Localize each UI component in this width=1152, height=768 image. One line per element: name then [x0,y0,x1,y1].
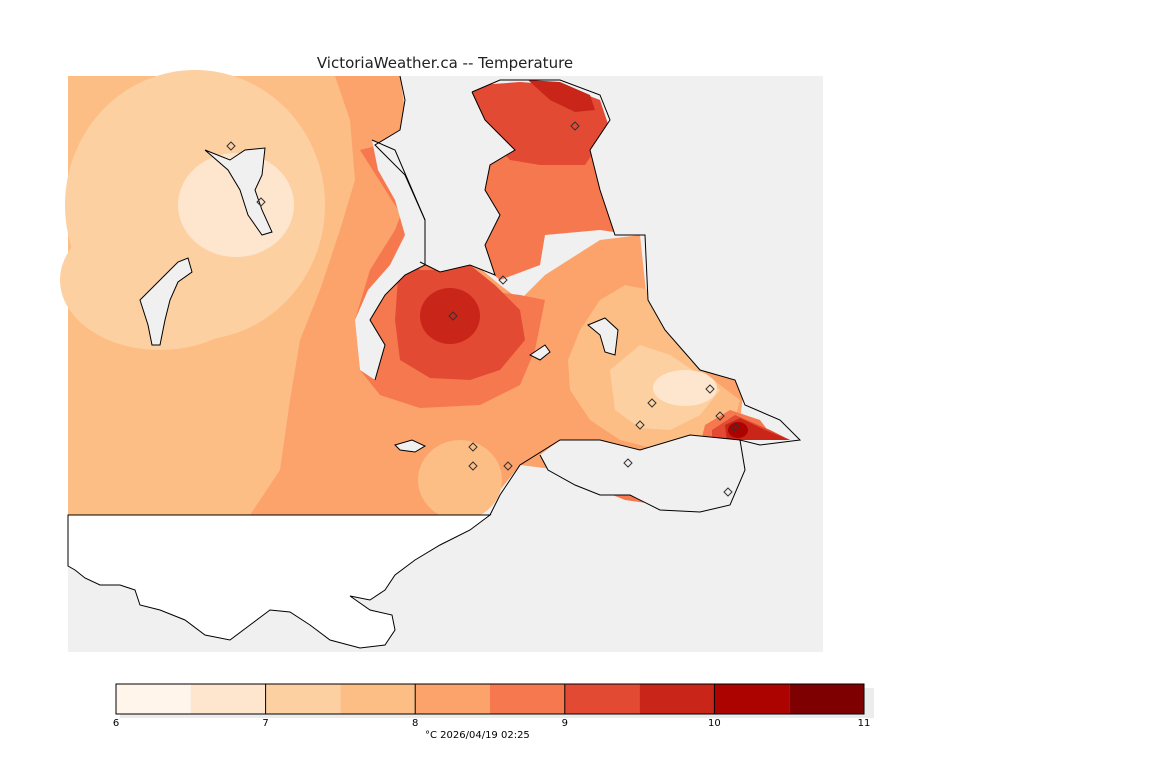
contour-band-75-8-south [418,440,502,520]
contour-band-95-10-central [420,288,480,344]
station-marker [705,384,715,394]
legend-bin [714,684,790,714]
station-marker [635,420,645,430]
coast-north-arm [471,79,802,513]
station-marker [448,311,458,321]
legend-bin [490,684,565,714]
legend-tick-label: 10 [708,718,721,729]
lake-west-2 [139,257,193,346]
contour-band-65-7-east [653,370,717,406]
station-marker [256,197,266,207]
contour-band-10-105-east [728,422,748,438]
legend-bin [564,684,640,714]
station-marker [723,487,733,497]
color-legend: 6 7 8 9 10 11 °C 2026/04/19 02:25 [113,683,874,741]
station-marker [498,275,508,285]
legend-bin [340,684,416,714]
no-data-land [67,514,492,649]
coast-south [489,434,741,516]
coast-mainland-east [374,75,426,221]
lake-east-2 [529,344,551,361]
legend-tick-label: 6 [113,718,119,729]
legend-bin [116,684,191,714]
station-marker [570,121,580,131]
map-title: VictoriaWeather.ca -- Temperature [316,54,574,72]
station-marker [730,422,740,432]
station-marker [468,461,478,471]
legend-bin [415,684,490,714]
station-marker [715,411,725,421]
legend-caption: °C 2026/04/19 02:25 [425,730,530,741]
lake-west-1 [204,147,273,236]
legend-tick-label: 9 [562,718,568,729]
contour-band-95-10-north [528,80,595,112]
east-strait-water [375,76,823,520]
station-markers [226,121,740,497]
legend-bin [190,684,266,714]
coast-north-arm-west [419,91,516,276]
station-marker [623,458,633,468]
coastlines [369,75,802,516]
station-marker [468,442,478,452]
station-marker [226,141,236,151]
legend-bin [265,684,341,714]
station-marker [647,398,657,408]
lake-east-1 [587,317,619,356]
legend-tick-label: 7 [262,718,268,729]
legend-bin [789,684,864,714]
island-south [394,439,427,453]
lakes [139,147,619,453]
legend-bin [639,684,715,714]
inlet-water [355,140,425,380]
legend-tick-label: 11 [858,718,871,729]
coast-inlet [369,139,426,381]
legend-tick-label: 8 [412,718,418,729]
station-marker [503,461,513,471]
